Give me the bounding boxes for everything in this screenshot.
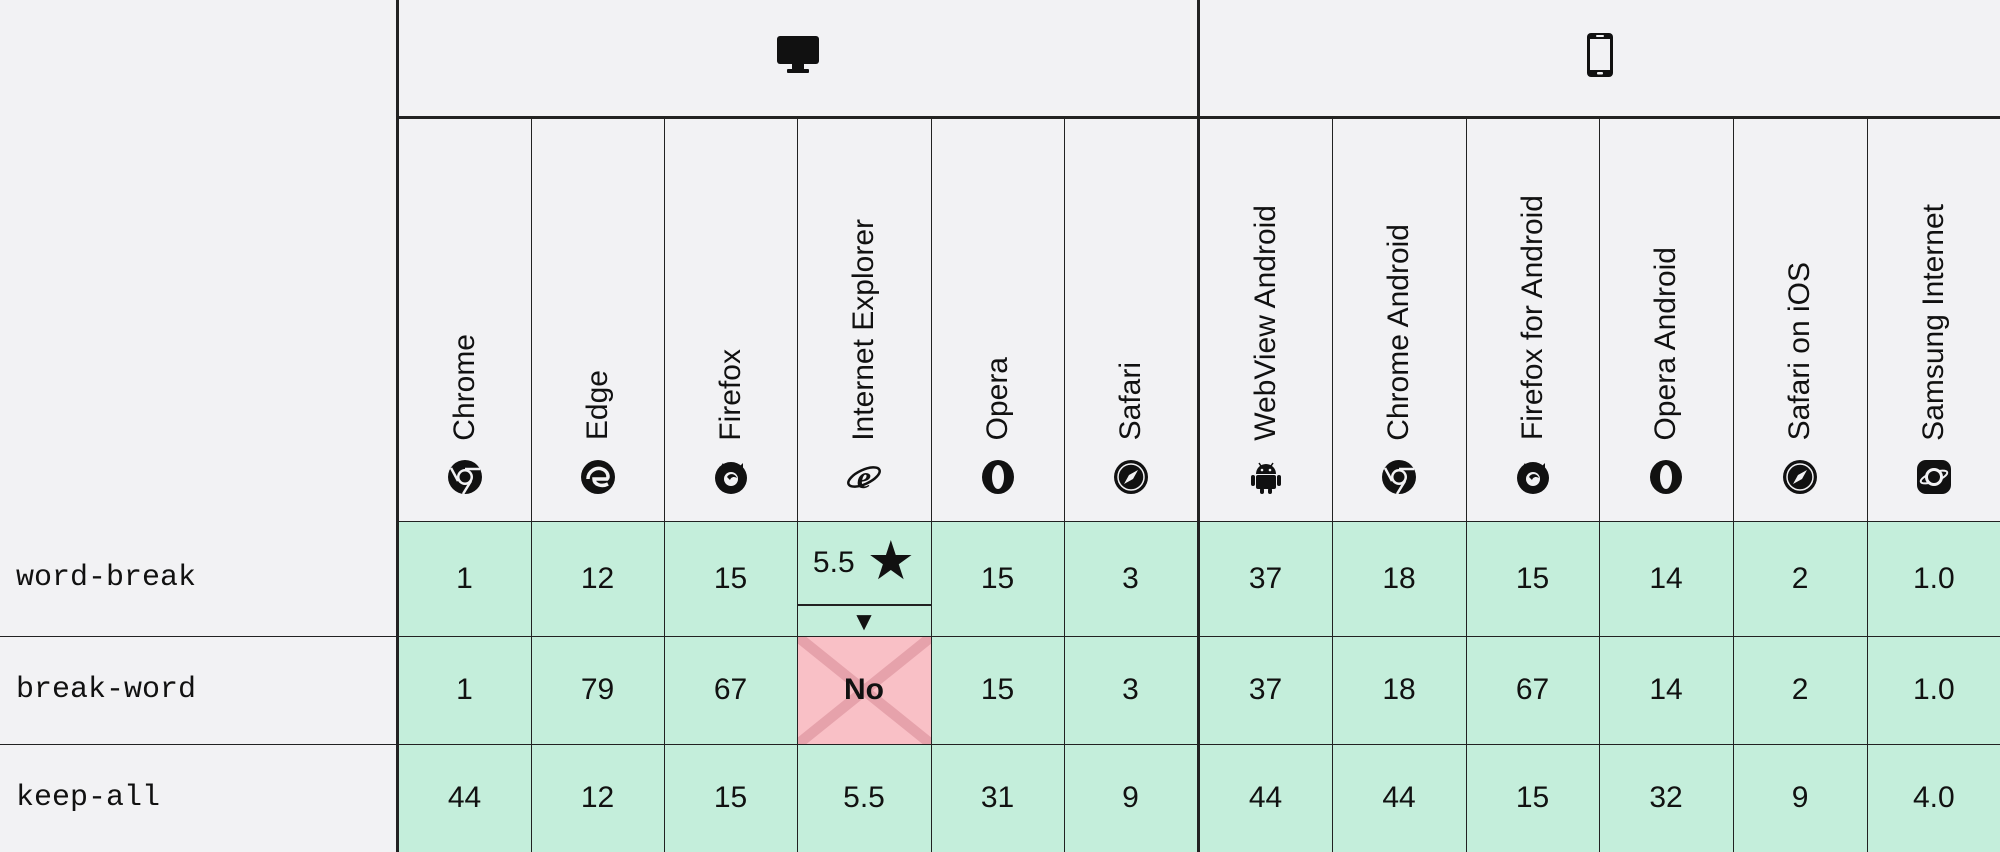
support-cell: 44 xyxy=(1331,744,1467,852)
support-cell: 1 xyxy=(395,521,531,637)
browser-name: WebView Android xyxy=(1248,204,1282,441)
support-cell: 5.5 xyxy=(796,744,931,852)
note-star-icon: ★ xyxy=(866,530,916,591)
opera-icon xyxy=(981,459,1014,494)
support-cell: 9 xyxy=(1732,744,1868,852)
support-cell: 15 xyxy=(663,744,797,852)
support-no-label: No xyxy=(844,673,884,706)
support-cell: 1.0 xyxy=(1866,521,2000,637)
support-cell: 15 xyxy=(1465,744,1600,852)
support-cell: 37 xyxy=(1196,521,1333,637)
samsung-internet-icon xyxy=(1916,459,1951,494)
chrome-icon xyxy=(447,459,482,495)
support-version: 5.5 xyxy=(812,545,855,579)
browser-header-safari: Safari xyxy=(1063,117,1199,522)
feature-name: word-break xyxy=(0,521,397,637)
table-row: break-word 1 79 67 No 15 3 37 18 67 14 2… xyxy=(0,636,2000,745)
browser-name: Chrome Android xyxy=(1382,223,1416,441)
support-cell: 18 xyxy=(1331,636,1467,745)
table-row: word-break 1 12 15 5.5 ★ ▼ 15 3 37 18 15… xyxy=(0,521,2000,637)
feature-header xyxy=(0,117,397,521)
browser-header-firefox-android: Firefox for Android xyxy=(1465,117,1600,522)
support-cell: 4.0 xyxy=(1866,744,2000,852)
support-cell: 79 xyxy=(530,636,664,745)
browser-header-webview-android: WebView Android xyxy=(1196,117,1333,522)
browser-name: Safari on iOS xyxy=(1783,262,1817,441)
cross-icon xyxy=(798,636,931,743)
expand-notes-toggle[interactable]: ▼ xyxy=(798,606,931,636)
browser-header-internet-explorer: Internet Explorer e xyxy=(796,117,931,522)
browser-header-samsung-internet: Samsung Internet xyxy=(1866,117,2000,522)
support-cell: 14 xyxy=(1598,521,1734,637)
support-cell: 31 xyxy=(930,744,1064,852)
support-cell: 67 xyxy=(1465,636,1600,745)
support-cell: 2 xyxy=(1732,521,1868,637)
mobile-phone-icon xyxy=(1586,33,1613,78)
browser-header-safari-ios: Safari on iOS xyxy=(1732,117,1868,522)
browser-header-opera-android: Opera Android xyxy=(1598,117,1734,522)
browser-name: Internet Explorer xyxy=(847,218,880,441)
chrome-icon xyxy=(1382,459,1417,495)
svg-text:e: e xyxy=(857,459,871,495)
support-cell: 9 xyxy=(1063,744,1199,852)
desktop-icon xyxy=(776,36,819,74)
browser-name: Opera Android xyxy=(1649,247,1683,441)
support-cell: 18 xyxy=(1331,521,1467,637)
support-cell: 2 xyxy=(1732,636,1868,745)
browser-name: Chrome xyxy=(447,333,481,441)
support-cell: 12 xyxy=(530,521,664,637)
support-cell: 15 xyxy=(663,521,797,637)
support-cell: 37 xyxy=(1196,636,1333,745)
edge-icon xyxy=(580,459,615,494)
support-cell: 3 xyxy=(1063,636,1199,745)
feature-name: break-word xyxy=(0,636,397,745)
support-cell: 44 xyxy=(395,744,531,852)
support-cell: 67 xyxy=(663,636,797,745)
support-cell: 3 xyxy=(1063,521,1199,637)
platform-desktop xyxy=(395,0,1199,119)
browser-name: Firefox for Android xyxy=(1515,195,1549,441)
support-cell: 14 xyxy=(1598,636,1734,745)
browser-header-opera: Opera xyxy=(930,117,1064,522)
safari-icon xyxy=(1783,459,1818,494)
browser-name: Samsung Internet xyxy=(1916,203,1950,441)
firefox-icon xyxy=(714,461,747,494)
browser-name: Edge xyxy=(580,370,614,441)
browser-header-firefox: Firefox xyxy=(663,117,797,522)
browser-name: Firefox xyxy=(713,348,747,441)
browser-name: Safari xyxy=(1113,362,1147,441)
firefox-icon xyxy=(1516,461,1549,494)
internet-explorer-icon: e xyxy=(847,459,881,495)
support-cell-with-note[interactable]: 5.5 ★ ▼ xyxy=(796,521,931,637)
platform-mobile xyxy=(1196,0,2000,119)
android-icon xyxy=(1250,462,1281,494)
support-cell: 15 xyxy=(930,636,1064,745)
browser-name: Opera xyxy=(980,357,1014,441)
support-cell: 15 xyxy=(1465,521,1600,637)
support-cell: 12 xyxy=(530,744,664,852)
unsupported-cell: No xyxy=(796,636,931,745)
support-cell: 1.0 xyxy=(1866,636,2000,745)
support-cell: 32 xyxy=(1598,744,1734,852)
table-row: keep-all 44 12 15 5.5 31 9 44 44 15 32 9… xyxy=(0,744,2000,852)
feature-name: keep-all xyxy=(16,781,161,816)
table-corner xyxy=(0,0,397,117)
support-cell: 15 xyxy=(930,521,1064,637)
support-cell: 1 xyxy=(395,636,531,745)
safari-icon xyxy=(1113,459,1148,494)
triangle-down-icon: ▼ xyxy=(851,605,877,636)
browser-header-chrome: Chrome xyxy=(395,117,531,522)
support-cell: 44 xyxy=(1196,744,1333,852)
browser-header-chrome-android: Chrome Android xyxy=(1331,117,1467,522)
opera-icon xyxy=(1650,459,1683,494)
browser-header-edge: Edge xyxy=(530,117,664,522)
